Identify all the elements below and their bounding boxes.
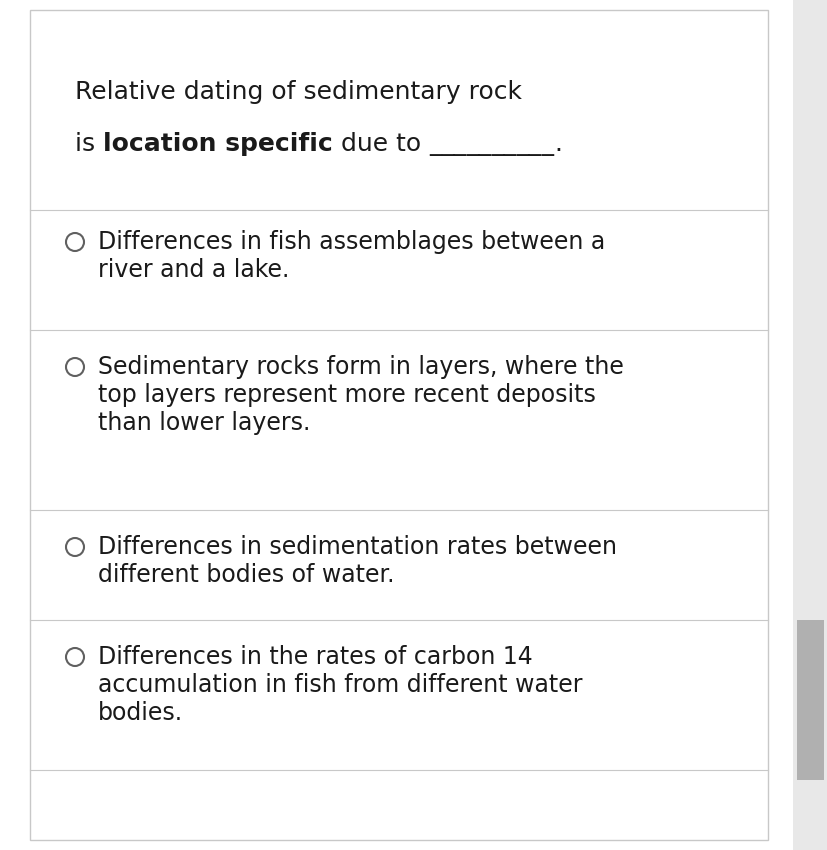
Bar bbox=[796, 620, 823, 780]
Bar bbox=[30, 10, 767, 840]
Text: accumulation in fish from different water: accumulation in fish from different wate… bbox=[98, 673, 582, 697]
Text: due to: due to bbox=[332, 132, 428, 156]
Text: river and a lake.: river and a lake. bbox=[98, 258, 289, 282]
Text: bodies.: bodies. bbox=[98, 701, 183, 725]
Text: location specific: location specific bbox=[103, 132, 332, 156]
Text: than lower layers.: than lower layers. bbox=[98, 411, 310, 435]
Text: Differences in fish assemblages between a: Differences in fish assemblages between … bbox=[98, 230, 605, 254]
Text: Relative dating of sedimentary rock: Relative dating of sedimentary rock bbox=[75, 80, 521, 104]
Text: is: is bbox=[75, 132, 103, 156]
Text: Sedimentary rocks form in layers, where the: Sedimentary rocks form in layers, where … bbox=[98, 355, 623, 379]
Text: top layers represent more recent deposits: top layers represent more recent deposit… bbox=[98, 383, 595, 407]
Text: Differences in the rates of carbon 14: Differences in the rates of carbon 14 bbox=[98, 645, 532, 669]
Text: __________: __________ bbox=[428, 132, 553, 156]
Text: .: . bbox=[553, 132, 562, 156]
Text: different bodies of water.: different bodies of water. bbox=[98, 563, 394, 587]
Text: Differences in sedimentation rates between: Differences in sedimentation rates betwe… bbox=[98, 535, 616, 559]
Bar bbox=[792, 0, 827, 850]
